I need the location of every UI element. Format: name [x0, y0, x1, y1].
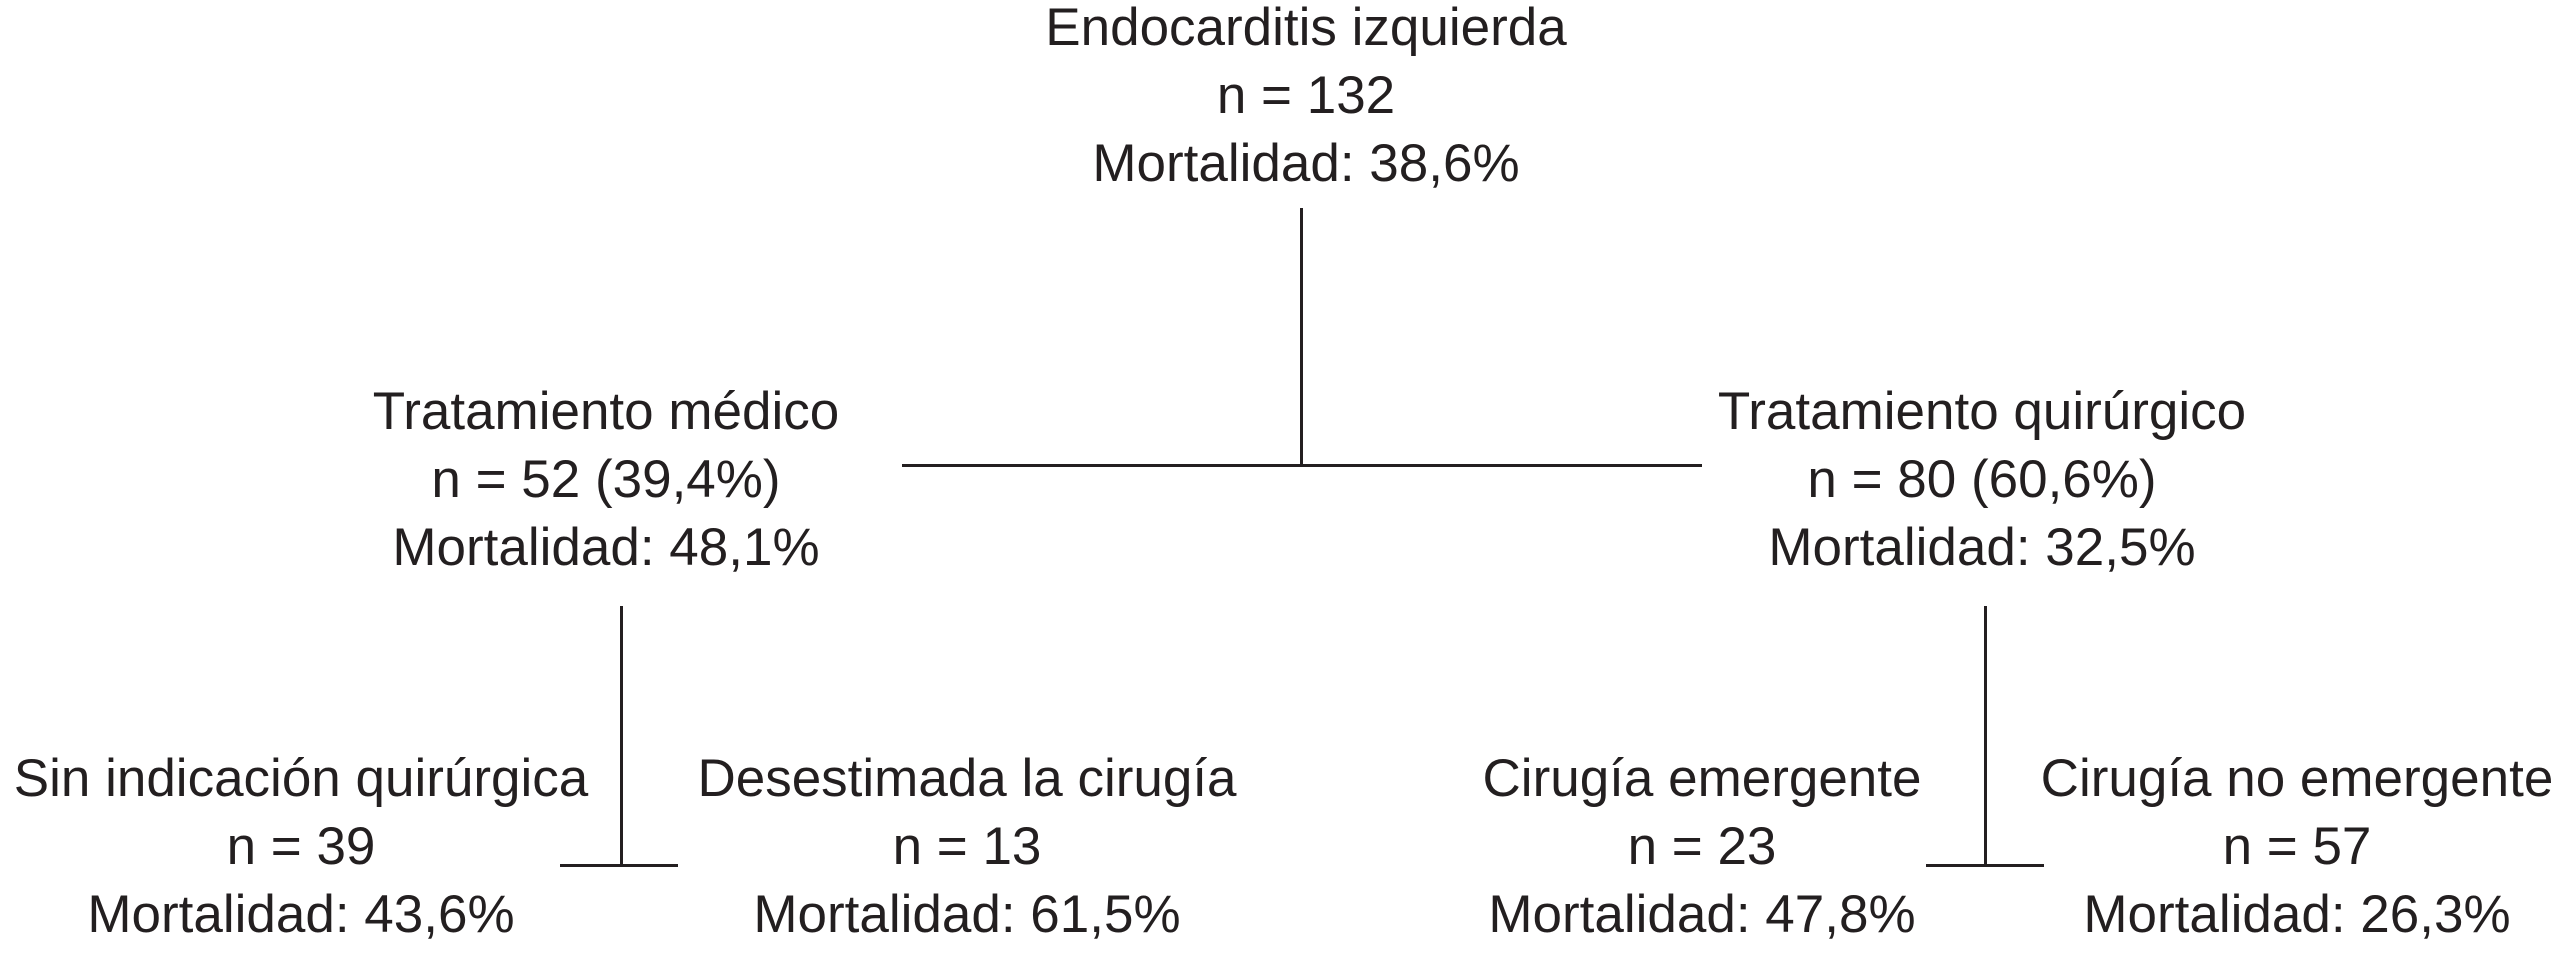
node-mortality: Mortalidad: 43,6%	[87, 885, 515, 944]
node-title: Cirugía no emergente	[2040, 749, 2554, 808]
node-endocarditis-izquierda: Endocarditis izquierda n = 132 Mortalida…	[1045, 0, 1566, 198]
node-mortality: Mortalidad: 48,1%	[392, 518, 820, 577]
node-title: Cirugía emergente	[1482, 749, 1922, 808]
connector-medical-vertical	[620, 606, 623, 866]
node-mortality: Mortalidad: 47,8%	[1488, 885, 1916, 944]
connector-surgical-horizontal	[1926, 864, 2044, 867]
connector-root-vertical	[1300, 208, 1303, 466]
connector-medical-horizontal	[560, 864, 678, 867]
node-count: n = 132	[1216, 66, 1396, 125]
connector-surgical-vertical	[1984, 606, 1987, 866]
node-tratamiento-medico: Tratamiento médico n = 52 (39,4%) Mortal…	[373, 378, 839, 582]
node-title: Endocarditis izquierda	[1045, 0, 1567, 57]
node-sin-indicacion-quirurgica: Sin indicación quirúrgica n = 39 Mortali…	[14, 745, 589, 949]
node-count: n = 52 (39,4%)	[431, 450, 781, 509]
node-count: n = 23	[1627, 817, 1777, 876]
node-mortality: Mortalidad: 61,5%	[753, 885, 1181, 944]
node-desestimada-la-cirugia: Desestimada la cirugía n = 13 Mortalidad…	[697, 745, 1236, 949]
node-cirugia-no-emergente: Cirugía no emergente n = 57 Mortalidad: …	[2041, 745, 2554, 949]
node-count: n = 39	[226, 817, 376, 876]
node-mortality: Mortalidad: 26,3%	[2083, 885, 2511, 944]
node-mortality: Mortalidad: 38,6%	[1092, 134, 1520, 193]
node-title: Tratamiento médico	[372, 382, 840, 441]
node-tratamiento-quirurgico: Tratamiento quirúrgico n = 80 (60,6%) Mo…	[1718, 378, 2246, 582]
node-count: n = 57	[2222, 817, 2372, 876]
node-cirugia-emergente: Cirugía emergente n = 23 Mortalidad: 47,…	[1483, 745, 1922, 949]
node-title: Desestimada la cirugía	[697, 749, 1237, 808]
connector-root-horizontal	[902, 464, 1702, 467]
node-count: n = 13	[892, 817, 1042, 876]
node-title: Tratamiento quirúrgico	[1717, 382, 2247, 441]
node-title: Sin indicación quirúrgica	[13, 749, 589, 808]
node-count: n = 80 (60,6%)	[1807, 450, 2157, 509]
node-mortality: Mortalidad: 32,5%	[1768, 518, 2196, 577]
